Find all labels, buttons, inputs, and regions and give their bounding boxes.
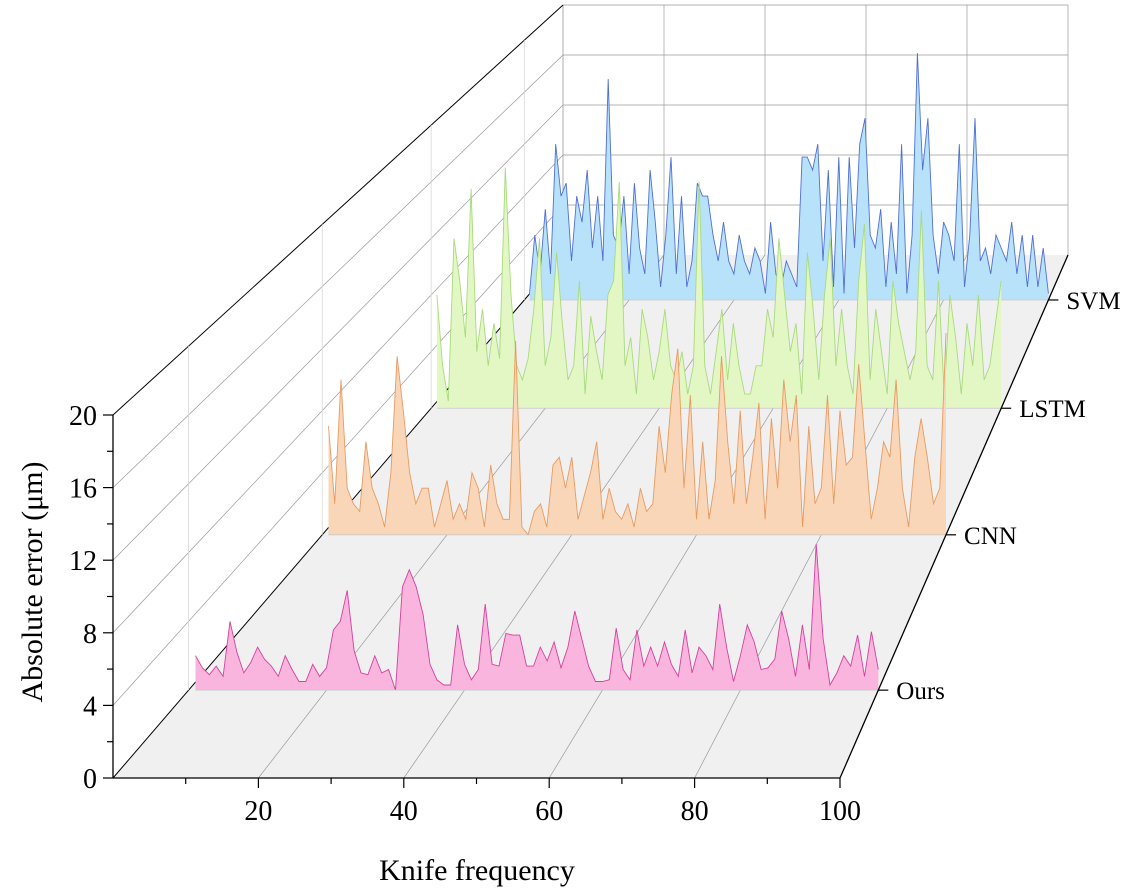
- series-area-svm: [529, 53, 1049, 300]
- x-tick-label: 40: [390, 796, 418, 827]
- x-tick-label: 20: [244, 796, 272, 827]
- y-axis-title: Absolute error (μm): [16, 461, 49, 702]
- x-tick-label: 80: [681, 796, 709, 827]
- series-label-lstm: LSTM: [1019, 396, 1086, 423]
- series-label-cnn: CNN: [964, 523, 1017, 550]
- y-tick-label: 20: [69, 401, 97, 432]
- y-tick-label: 4: [83, 691, 97, 722]
- y-tick-label: 16: [69, 474, 97, 505]
- series-layer: [195, 53, 1049, 691]
- x-tick-label: 60: [535, 796, 563, 827]
- series-line-lstm: [436, 167, 1002, 402]
- series-label-ours: Ours: [896, 678, 945, 705]
- left-wall-gridline: [112, 154, 564, 634]
- left-wall-gridline: [112, 54, 564, 488]
- left-wall-gridline: [112, 104, 564, 561]
- x-tick-label: 100: [819, 796, 861, 827]
- series-area-ours: [195, 543, 879, 691]
- x-axis-title: Knife frequency: [379, 854, 575, 887]
- y-tick-label: 12: [69, 546, 97, 577]
- y-tick-label: 8: [83, 619, 97, 650]
- axes-layer: SVM LSTM CNN Ours 20 40 60 80 100 0 4 8 12 16 20: [69, 254, 1121, 827]
- series-area-cnn: [328, 333, 947, 535]
- left-wall-gridline: [112, 4, 564, 416]
- series-label-svm: SVM: [1066, 288, 1120, 315]
- series-area-lstm: [436, 167, 1002, 409]
- y-tick-label: 0: [83, 764, 97, 795]
- series-line-ours: [195, 543, 879, 691]
- depth-axis-line: [839, 254, 1069, 779]
- series-line-cnn: [328, 332, 947, 536]
